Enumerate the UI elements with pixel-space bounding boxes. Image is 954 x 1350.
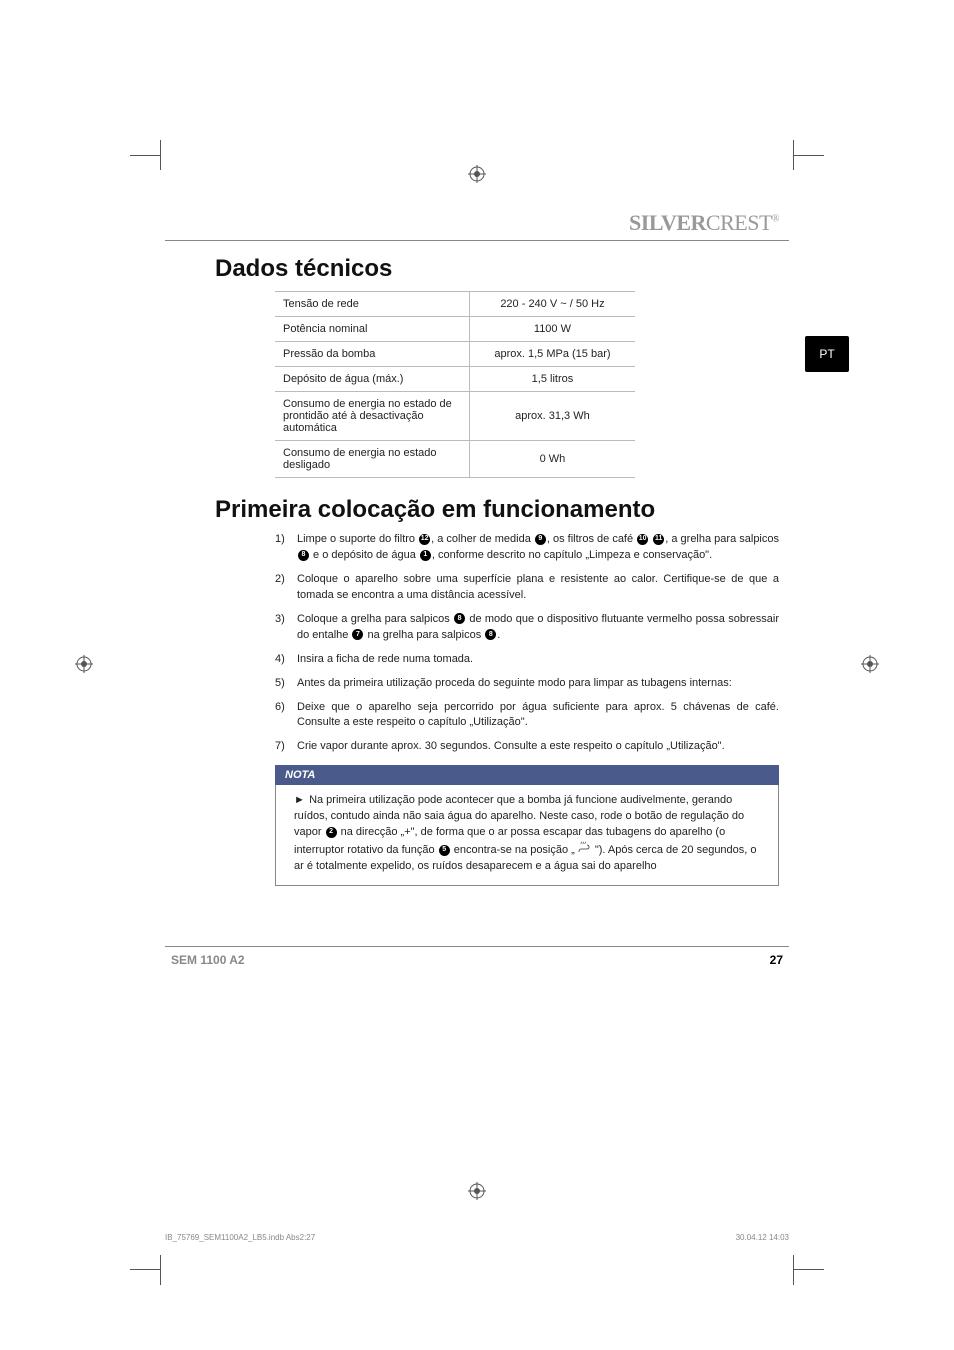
reference-marker-icon: 8 [298, 550, 309, 561]
brand-logo: SILVERCREST® [165, 210, 789, 236]
manual-page: SILVERCREST® PT Dados técnicos Tensão de… [0, 0, 954, 1350]
reference-marker-icon: 9 [535, 534, 546, 545]
crop-mark [794, 155, 824, 156]
reference-marker-icon: 7 [352, 629, 363, 640]
crop-mark [794, 1269, 824, 1270]
imprint-date: 30.04.12 14:03 [736, 1233, 789, 1242]
list-text: Coloque o aparelho sobre uma superfície … [297, 572, 779, 604]
list-item: 2)Coloque o aparelho sobre uma superfíci… [275, 572, 779, 604]
list-number: 2) [275, 572, 297, 604]
list-item: 3)Coloque a grelha para salpicos 8 de mo… [275, 612, 779, 644]
list-number: 7) [275, 739, 297, 755]
table-row: Consumo de energia no estado de prontidã… [275, 392, 635, 441]
registration-mark-icon [468, 165, 486, 183]
list-number: 1) [275, 532, 297, 564]
crop-mark [160, 140, 161, 170]
reference-marker-icon: 2 [326, 827, 337, 838]
crop-mark [130, 155, 160, 156]
brand-part2: CREST [706, 210, 772, 235]
note-body: ► Na primeira utilização pode acontecer … [275, 785, 779, 886]
spec-value: aprox. 31,3 Wh [469, 392, 635, 441]
page-footer: SEM 1100 A2 27 [165, 953, 789, 967]
table-row: Tensão de rede220 - 240 V ~ / 50 Hz [275, 292, 635, 317]
brand-registered: ® [772, 214, 779, 225]
crop-mark [160, 1255, 161, 1285]
list-text: Deixe que o aparelho seja percorrido por… [297, 700, 779, 732]
crop-mark [793, 140, 794, 170]
table-row: Potência nominal1100 W [275, 317, 635, 342]
instruction-list: 1)Limpe o suporte do filtro 12, a colher… [275, 532, 779, 755]
list-text: Insira a ficha de rede numa tomada. [297, 652, 779, 668]
spec-value: aprox. 1,5 MPa (15 bar) [469, 342, 635, 367]
spec-label: Consumo de energia no estado de prontidã… [275, 392, 469, 441]
reference-marker-icon: 8 [485, 629, 496, 640]
spec-value: 1100 W [469, 317, 635, 342]
spec-label: Pressão da bomba [275, 342, 469, 367]
spec-label: Potência nominal [275, 317, 469, 342]
list-item: 6)Deixe que o aparelho seja percorrido p… [275, 700, 779, 732]
note-text: Na primeira utilização pode acontecer qu… [294, 794, 757, 872]
divider [165, 240, 789, 241]
spec-label: Consumo de energia no estado desligado [275, 441, 469, 478]
section-heading-tech: Dados técnicos [165, 255, 789, 283]
reference-marker-icon: 12 [419, 534, 430, 545]
list-number: 6) [275, 700, 297, 732]
table-row: Depósito de água (máx.)1,5 litros [275, 367, 635, 392]
steam-icon [577, 841, 593, 859]
spec-value: 0 Wh [469, 441, 635, 478]
brand-part1: SILVER [629, 210, 706, 235]
reference-marker-icon: 11 [653, 534, 664, 545]
page-number: 27 [770, 953, 783, 967]
crop-mark [130, 1269, 160, 1270]
spec-label: Tensão de rede [275, 292, 469, 317]
model-number: SEM 1100 A2 [171, 953, 245, 967]
spec-value: 220 - 240 V ~ / 50 Hz [469, 292, 635, 317]
bullet-arrow-icon: ► [294, 793, 306, 809]
table-row: Pressão da bombaaprox. 1,5 MPa (15 bar) [275, 342, 635, 367]
imprint-file: IB_75769_SEM1100A2_LB5.indb Abs2:27 [165, 1233, 315, 1242]
reference-marker-icon: 1 [420, 550, 431, 561]
registration-mark-icon [861, 655, 879, 673]
list-item: 7)Crie vapor durante aprox. 30 segundos.… [275, 739, 779, 755]
list-text: Crie vapor durante aprox. 30 segundos. C… [297, 739, 779, 755]
spec-value: 1,5 litros [469, 367, 635, 392]
table-row: Consumo de energia no estado desligado0 … [275, 441, 635, 478]
content-area: SILVERCREST® PT Dados técnicos Tensão de… [165, 210, 789, 1220]
list-number: 4) [275, 652, 297, 668]
imprint-line: IB_75769_SEM1100A2_LB5.indb Abs2:27 30.0… [165, 1233, 789, 1242]
technical-data-table: Tensão de rede220 - 240 V ~ / 50 HzPotên… [275, 291, 635, 478]
spec-label: Depósito de água (máx.) [275, 367, 469, 392]
reference-marker-icon: 5 [439, 845, 450, 856]
list-text: Coloque a grelha para salpicos 8 de modo… [297, 612, 779, 644]
list-number: 3) [275, 612, 297, 644]
divider [165, 946, 789, 947]
list-text: Limpe o suporte do filtro 12, a colher d… [297, 532, 779, 564]
list-text: Antes da primeira utilização proceda do … [297, 676, 779, 692]
list-item: 5)Antes da primeira utilização proceda d… [275, 676, 779, 692]
note-header: NOTA [275, 765, 779, 785]
registration-mark-icon [75, 655, 93, 673]
section-heading-setup: Primeira colocação em funcionamento [165, 496, 789, 524]
list-item: 4)Insira a ficha de rede numa tomada. [275, 652, 779, 668]
reference-marker-icon: 8 [454, 613, 465, 624]
list-item: 1)Limpe o suporte do filtro 12, a colher… [275, 532, 779, 564]
crop-mark [793, 1255, 794, 1285]
list-number: 5) [275, 676, 297, 692]
language-tab: PT [805, 336, 849, 372]
reference-marker-icon: 10 [637, 534, 648, 545]
